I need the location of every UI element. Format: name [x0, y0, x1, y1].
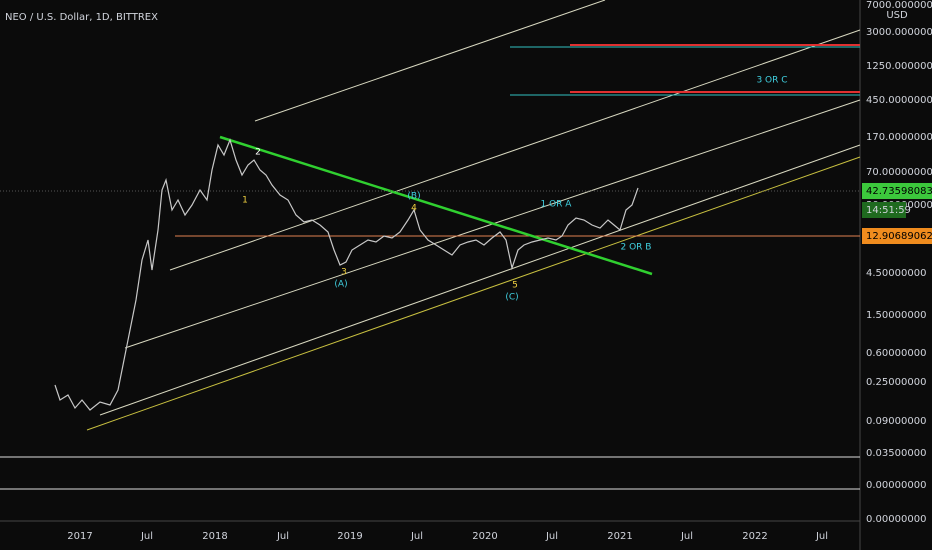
time-label: 2019 — [337, 531, 362, 542]
price-label: 7000.00000000 — [866, 0, 932, 11]
price-label: 4.50000000 — [866, 268, 926, 279]
price-label: 0.03500000 — [866, 448, 926, 459]
time-label: 2022 — [742, 531, 767, 542]
wave-label: 4 — [411, 204, 417, 214]
wave-label: 2 OR B — [621, 243, 652, 253]
time-label: Jul — [680, 531, 693, 542]
wave-label: (C) — [505, 293, 518, 303]
countdown-badge: 14:51:59 — [866, 205, 911, 216]
badge-bg — [862, 183, 932, 199]
channel-line — [99, 144, 861, 416]
chart-title: NEO / U.S. Dollar, 1D, BITTREX — [5, 12, 158, 23]
annotations: 1 2 3 (A) 4 (B) 5 (C) 1 OR A 2 OR B 3 OR C — [242, 76, 787, 303]
price-label: 0.25000000 — [866, 377, 926, 388]
trend-line — [219, 135, 653, 276]
wave-label: 2 — [255, 148, 261, 158]
badge-bg — [862, 202, 906, 218]
price-label: 0.00000000 — [866, 480, 926, 491]
wave-label: 5 — [512, 281, 518, 291]
channel-line — [169, 29, 861, 271]
last-price-badge: 42.73598083 — [866, 186, 932, 197]
price-label: 0.09000000 — [866, 416, 926, 427]
price-label: 170.00000000 — [866, 132, 932, 143]
time-label: 2017 — [67, 531, 92, 542]
time-label: Jul — [545, 531, 558, 542]
channel-line — [86, 156, 861, 431]
wave-label: 3 — [341, 268, 347, 278]
time-label: 2021 — [607, 531, 632, 542]
wave-label: (B) — [407, 192, 420, 202]
wave-label: (A) — [334, 280, 347, 290]
time-label: Jul — [815, 531, 828, 542]
wave-label: 1 — [242, 196, 248, 206]
badges: 42.73598083 14:51:59 12.90689062 — [862, 183, 932, 244]
time-label: Jul — [276, 531, 289, 542]
price-label: 1250.00000000 — [866, 61, 932, 72]
wave-label: 1 OR A — [541, 200, 573, 210]
time-label: Jul — [410, 531, 423, 542]
time-label: Jul — [140, 531, 153, 542]
price-axis-unit: USD — [886, 10, 908, 21]
price-label: 3000.00000000 — [866, 27, 932, 38]
wave-label: 3 OR C — [756, 76, 787, 86]
price-label: 70.00000000 — [866, 167, 932, 178]
price-label: 1.50000000 — [866, 310, 926, 321]
level-badge: 12.90689062 — [866, 231, 932, 242]
drawings — [0, 0, 861, 490]
time-label: 2018 — [202, 531, 227, 542]
badge-bg — [862, 228, 932, 244]
time-axis: 2017 Jul 2018 Jul 2019 Jul 2020 Jul 2021 Jul 2022 J… — [67, 531, 828, 542]
channel-line — [254, 0, 606, 122]
time-label: 2020 — [472, 531, 497, 542]
price-label: 450.00000000 — [866, 95, 932, 106]
price-label: 0.00000000 — [866, 514, 926, 525]
price-label: 0.60000000 — [866, 348, 926, 359]
